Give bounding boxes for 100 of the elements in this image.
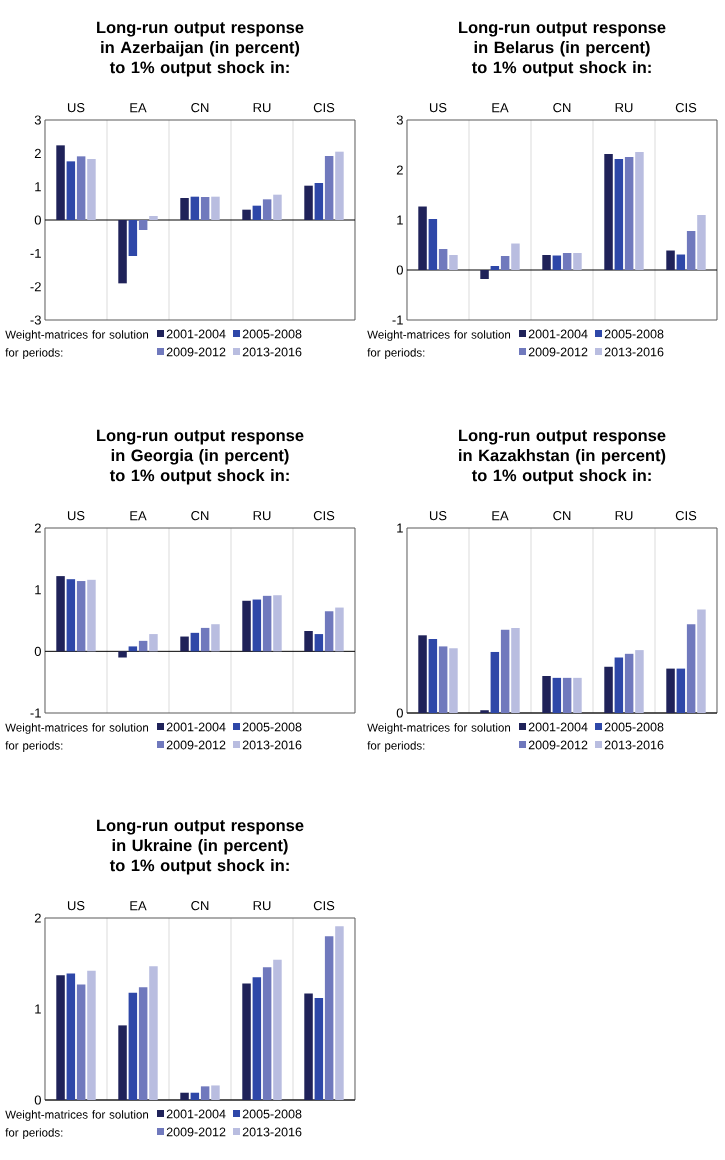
x-tick-label: EA <box>130 511 147 521</box>
bar <box>190 1092 200 1100</box>
legend-label: 2013-2016 <box>242 1127 302 1137</box>
bar <box>211 624 220 652</box>
bar <box>304 993 313 1100</box>
bar <box>76 581 86 652</box>
bar <box>128 220 138 257</box>
bar <box>614 159 624 271</box>
bar <box>418 206 427 271</box>
bar <box>118 1025 127 1100</box>
y-tick-label: 1 <box>397 215 403 225</box>
y-tick-label: -3 <box>30 315 41 325</box>
bar <box>635 152 644 271</box>
bar <box>87 159 96 221</box>
y-tick-label: 1 <box>35 585 41 595</box>
x-tick-label: EA <box>130 901 147 911</box>
bar <box>314 998 324 1100</box>
bar <box>149 634 158 652</box>
legend-label: 2009-2012 <box>166 1127 226 1137</box>
bar <box>56 975 65 1100</box>
bar <box>324 936 334 1100</box>
legend-label: 2005-2008 <box>242 329 302 339</box>
x-tick-label: RU <box>253 511 271 521</box>
chart-title: Long-run output response in Ukraine (in percent) to 1% output shock in: <box>97 819 304 875</box>
bar <box>552 255 562 271</box>
y-tick-label: 0 <box>34 1095 41 1105</box>
bar <box>697 215 706 271</box>
bar <box>511 243 520 271</box>
bar <box>262 967 272 1100</box>
bar <box>273 194 282 221</box>
chart-title: Long-run output response in Azerbaijan (in percent) to 1% output shock in: <box>97 21 304 77</box>
bar <box>666 250 675 271</box>
bar <box>438 249 448 271</box>
bar <box>604 154 613 271</box>
bar <box>676 254 686 271</box>
x-tick-label: US <box>429 103 447 113</box>
bar <box>562 253 572 271</box>
bar <box>573 677 582 714</box>
legend-label: 2001-2004 <box>528 329 588 339</box>
bar <box>314 634 324 652</box>
bar <box>335 926 344 1100</box>
bar <box>149 216 158 221</box>
legend-label: 2005-2008 <box>242 722 302 732</box>
bar <box>624 653 634 714</box>
bar <box>480 710 489 714</box>
bar <box>262 199 272 221</box>
bar <box>252 205 262 221</box>
bar <box>262 595 272 652</box>
legend-title: Weight-matrices for solution for periods: <box>5 330 149 359</box>
bar <box>242 209 251 221</box>
bar <box>149 966 158 1100</box>
legend-title: Weight-matrices for solution for periods: <box>5 723 149 752</box>
x-tick-label: US <box>429 511 447 521</box>
bar <box>252 977 262 1100</box>
bar <box>676 668 686 714</box>
legend-label: 2013-2016 <box>604 740 664 750</box>
bar <box>449 648 458 714</box>
bar <box>428 639 438 714</box>
y-tick-label: 2 <box>396 165 403 175</box>
y-tick-label: 0 <box>34 646 41 656</box>
bar <box>335 151 344 221</box>
bar <box>242 983 251 1100</box>
y-tick-label: 0 <box>396 708 403 718</box>
y-tick-label: 3 <box>34 115 41 125</box>
y-tick-label: 2 <box>34 148 41 158</box>
bar <box>604 666 613 714</box>
legend-title: Weight-matrices for solution for periods: <box>367 723 511 752</box>
y-tick-label: 2 <box>34 523 41 533</box>
legend-label: 2005-2008 <box>604 722 664 732</box>
bar <box>304 630 313 652</box>
bar <box>428 219 438 271</box>
bar <box>76 984 86 1100</box>
y-tick-label: 1 <box>35 1004 41 1014</box>
bar <box>686 231 696 271</box>
y-tick-label: 1 <box>397 523 403 533</box>
bar <box>138 987 148 1100</box>
y-tick-label: -1 <box>30 708 41 718</box>
bar <box>314 183 324 221</box>
bar <box>138 220 148 231</box>
y-tick-label: -1 <box>392 315 403 325</box>
x-tick-label: US <box>67 901 85 911</box>
legend-title: Weight-matrices for solution for periods: <box>367 330 511 359</box>
bar <box>180 198 189 221</box>
legend-label: 2013-2016 <box>604 347 664 357</box>
y-tick-label: 1 <box>35 182 41 192</box>
x-tick-label: CIS <box>313 511 335 521</box>
bar <box>573 253 582 271</box>
x-tick-label: CN <box>191 511 209 521</box>
bar <box>87 970 96 1100</box>
x-tick-label: RU <box>615 103 633 113</box>
x-tick-label: EA <box>492 103 509 113</box>
bar <box>324 611 334 652</box>
chart-title: Long-run output response in Georgia (in percent) to 1% output shock in: <box>97 429 304 485</box>
bar <box>252 599 262 652</box>
bar <box>87 579 96 652</box>
bar <box>480 270 489 280</box>
legend-label: 2005-2008 <box>242 1109 302 1119</box>
bar <box>418 635 427 714</box>
bar <box>449 255 458 271</box>
bar <box>500 629 510 714</box>
